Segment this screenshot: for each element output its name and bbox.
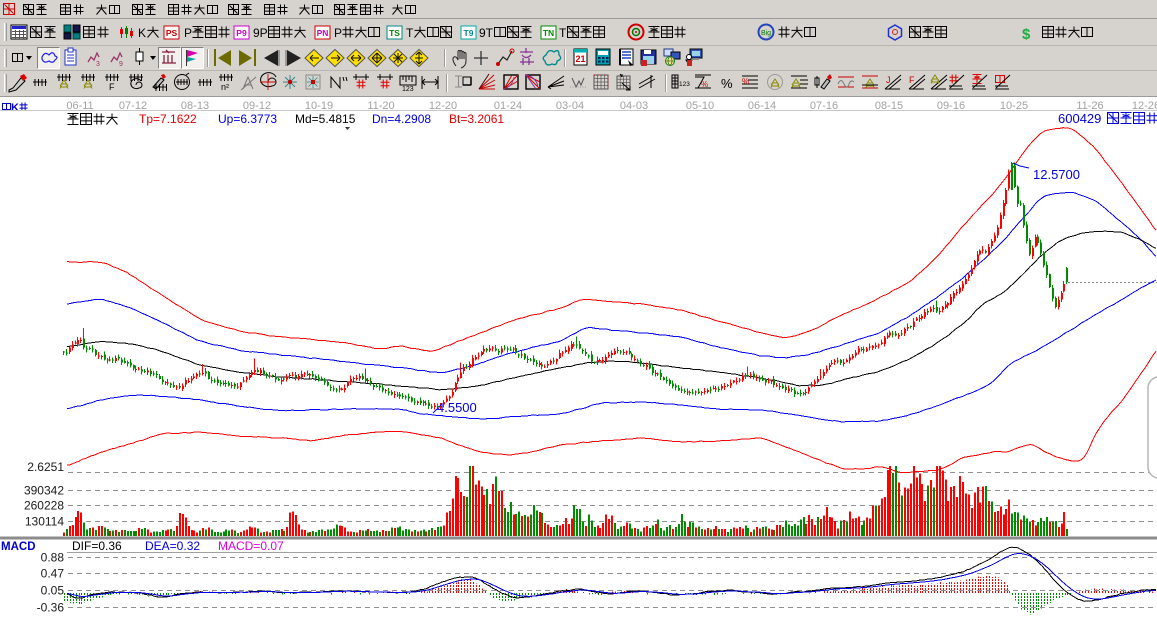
svg-text:0.05: 0.05	[41, 584, 65, 598]
svg-text:12.5700: 12.5700	[1033, 167, 1080, 182]
svg-text:DEA=0.32: DEA=0.32	[145, 539, 200, 553]
svg-text:05-10: 05-10	[686, 100, 714, 112]
svg-text:9P: 9P	[253, 26, 268, 40]
svg-text:06-14: 06-14	[748, 100, 776, 112]
svg-text:130114: 130114	[25, 515, 64, 529]
svg-text:Md=5.4815: Md=5.4815	[295, 112, 356, 126]
svg-text:PN: PN	[317, 28, 329, 38]
svg-text:01-24: 01-24	[494, 100, 522, 112]
svg-text:$: $	[1022, 26, 1031, 43]
svg-text:%: %	[701, 80, 708, 89]
svg-text:12-20: 12-20	[429, 100, 457, 112]
svg-text:600429: 600429	[1058, 111, 1101, 126]
svg-text:TN: TN	[543, 28, 554, 38]
svg-text:12-26: 12-26	[1132, 100, 1157, 112]
svg-text:J: J	[886, 75, 891, 85]
svg-text:DIF=0.36: DIF=0.36	[72, 539, 122, 553]
svg-text:03-04: 03-04	[556, 100, 584, 112]
svg-text:11-20: 11-20	[367, 100, 394, 112]
svg-text:123: 123	[679, 81, 690, 88]
svg-text:04-03: 04-03	[620, 100, 648, 112]
svg-text:T9: T9	[464, 28, 474, 38]
svg-text:n²: n²	[221, 82, 229, 92]
svg-text:9T: 9T	[479, 26, 494, 40]
svg-text:MACD=0.07: MACD=0.07	[218, 539, 284, 553]
svg-text:%: %	[742, 77, 749, 86]
svg-text:10-25: 10-25	[1000, 100, 1028, 112]
svg-text:P: P	[334, 26, 342, 40]
svg-text:11-26: 11-26	[1076, 100, 1103, 112]
svg-text:09-16: 09-16	[937, 100, 965, 112]
svg-text:T: T	[559, 26, 567, 40]
svg-text:21: 21	[575, 54, 585, 64]
svg-text:08-15: 08-15	[875, 100, 903, 112]
svg-text:10-19: 10-19	[305, 100, 333, 112]
svg-text:0.88: 0.88	[41, 551, 65, 565]
svg-text:P9: P9	[236, 28, 247, 38]
svg-text:2.6251: 2.6251	[27, 460, 64, 474]
svg-text:260228: 260228	[24, 499, 64, 513]
svg-text:Bt=3.2061: Bt=3.2061	[449, 112, 504, 126]
svg-text:-0.36: -0.36	[37, 601, 65, 615]
svg-text:MACD: MACD	[1, 541, 36, 553]
svg-text:P: P	[184, 26, 192, 40]
svg-text:Up=6.3773: Up=6.3773	[218, 112, 277, 126]
svg-text:F: F	[109, 82, 115, 92]
svg-text:06-11: 06-11	[66, 100, 93, 112]
svg-text:K: K	[138, 26, 146, 40]
svg-text:07-16: 07-16	[810, 100, 838, 112]
svg-text:9: 9	[119, 61, 123, 68]
svg-text:09-12: 09-12	[243, 100, 271, 112]
svg-text:F: F	[909, 75, 915, 85]
svg-text:123: 123	[402, 86, 414, 93]
svg-text:T: T	[406, 26, 414, 40]
svg-text:Big: Big	[761, 30, 771, 37]
svg-text:%: %	[721, 76, 733, 91]
svg-text:Tp=7.1622: Tp=7.1622	[139, 112, 197, 126]
svg-text:0.47: 0.47	[41, 567, 65, 581]
svg-text:4.5500: 4.5500	[437, 400, 477, 415]
svg-text:3: 3	[96, 61, 100, 68]
svg-text:K: K	[11, 102, 19, 114]
svg-text:07-12: 07-12	[119, 100, 147, 112]
svg-text:Dn=4.2908: Dn=4.2908	[372, 112, 431, 126]
svg-text:08-13: 08-13	[181, 100, 209, 112]
svg-text:TS: TS	[389, 28, 400, 38]
svg-text:390342: 390342	[24, 484, 64, 498]
svg-text:PS: PS	[166, 28, 178, 38]
